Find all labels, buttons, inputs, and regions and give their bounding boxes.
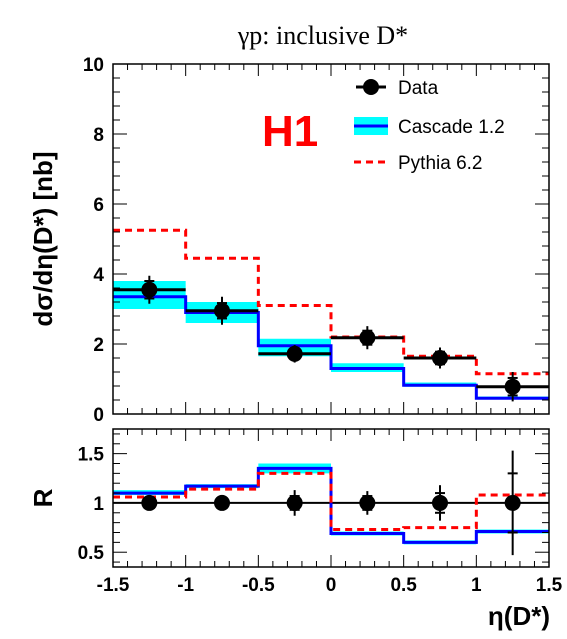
top-ticks-group: 0 2 4 6 8 10 — [83, 55, 550, 426]
bot-data-point — [432, 494, 448, 511]
bot-data-point — [286, 494, 303, 511]
bot-pythia-histogram — [113, 471, 549, 532]
bottom-pythia-histogram-group — [113, 471, 549, 532]
bot-y-tick-label: 1.5 — [78, 445, 105, 466]
bot-data-point — [359, 494, 376, 511]
top-data-point — [504, 378, 521, 395]
legend: Data Cascade 1.2 Pythia 6.2 — [354, 78, 505, 174]
top-y-axis-label: dσ/dη(D*) [nb] — [28, 151, 58, 326]
bot-data-point — [214, 494, 230, 511]
bot-data-point — [141, 494, 158, 511]
top-data-point — [359, 329, 376, 346]
chart-title: γp: inclusive D* — [237, 21, 408, 50]
bot-data-point — [504, 494, 521, 511]
top-y-tick-label: 2 — [93, 335, 104, 356]
top-y-tick-label: 6 — [93, 195, 104, 216]
top-y-tick-label: 4 — [93, 265, 104, 286]
top-cascade-band-group — [113, 281, 549, 400]
bottom-data-points-group — [141, 450, 521, 556]
x-tick-label: -1.5 — [97, 575, 130, 596]
x-tick-label: 1.5 — [536, 575, 563, 596]
legend-data-marker — [363, 79, 379, 95]
top-data-point — [286, 345, 303, 362]
x-tick-label: 0 — [326, 575, 337, 596]
top-data-point — [214, 302, 230, 319]
top-panel: 0 2 4 6 8 10 dσ/dη(D*) [nb] H1 Data Cascade 1… — [28, 55, 550, 426]
x-tick-label: 0.5 — [390, 575, 417, 596]
bot-y-tick-label: 1 — [93, 494, 104, 515]
bottom-panel: 0.5 1 1.5 -1.5 -1 -0.5 0 0.5 1 1.5 R η(D*) — [28, 428, 563, 631]
legend-data-label: Data — [398, 78, 439, 99]
top-y-tick-label: 8 — [93, 125, 104, 146]
x-axis-label: η(D*) — [488, 601, 550, 631]
top-data-points-group — [113, 275, 549, 402]
experiment-label: H1 — [262, 107, 318, 156]
top-y-tick-label: 0 — [93, 405, 104, 426]
top-data-point — [141, 281, 158, 298]
x-tick-label: -0.5 — [242, 575, 275, 596]
legend-pythia-label: Pythia 6.2 — [398, 153, 483, 174]
legend-cascade-label: Cascade 1.2 — [398, 117, 505, 138]
bottom-ticks-group: 0.5 1 1.5 -1.5 -1 -0.5 0 0.5 1 1.5 — [78, 429, 563, 596]
x-tick-label: -1 — [177, 575, 194, 596]
top-y-tick-label: 10 — [83, 55, 104, 76]
top-data-point — [432, 350, 448, 366]
bottom-y-axis-label: R — [28, 488, 58, 507]
bot-y-tick-label: 0.5 — [78, 543, 105, 564]
bot-cascade-histogram — [113, 466, 549, 544]
top-cascade-histogram — [113, 295, 549, 400]
bottom-cascade-histogram-group — [113, 466, 549, 544]
x-tick-label: 1 — [471, 575, 482, 596]
top-cascade-histogram-group — [113, 295, 549, 400]
